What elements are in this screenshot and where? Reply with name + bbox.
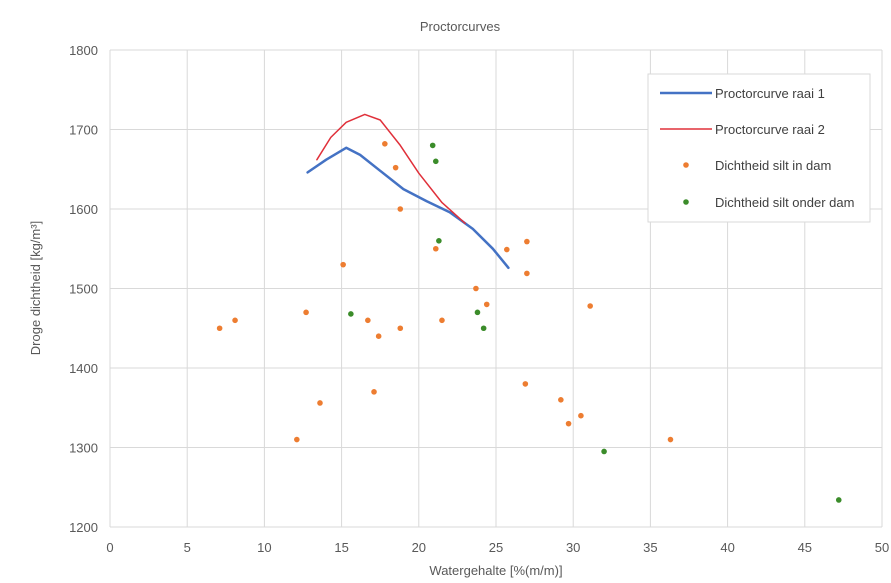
data-point-series-3 [558,397,564,403]
x-tick-label: 15 [334,540,348,555]
x-axis-title: Watergehalte [%(m/m)] [429,563,562,578]
y-tick-label: 1600 [69,202,98,217]
data-point-series-3 [522,381,529,387]
data-point-series-3 [340,261,346,268]
data-point-series-4 [429,142,436,149]
data-point-series-3 [397,325,404,332]
legend-point-marker [683,199,689,205]
data-point-series-3 [432,245,439,252]
data-point-series-3 [294,436,300,443]
legend: Proctorcurve raai 1 Proctorcurve raai 2 Di… [647,73,871,223]
data-point-series-3 [371,389,377,395]
x-tick-label: 20 [412,540,426,555]
tick-labels: 1200 1300 1400 1500 1600 1700 1800 0 5 10 15 20 25 30… [69,43,889,555]
chart-title: Proctorcurves [420,19,501,34]
data-point-series-3 [565,420,572,427]
y-tick-label: 1300 [69,441,98,456]
x-tick-label: 30 [566,540,580,555]
series-line-1 [306,146,510,270]
data-point-series-3 [524,238,530,245]
y-axis-title: Droge dichtheid [kg/m³] [28,221,43,355]
legend-label: Dichtheid silt onder dam [715,195,854,210]
legend-label: Proctorcurve raai 2 [715,122,825,137]
data-point-series-4 [474,309,481,316]
data-point-series-3 [397,206,404,212]
data-point-series-4 [436,238,442,244]
legend-box [647,73,871,223]
x-tick-label: 35 [643,540,657,555]
data-point-series-3 [317,400,323,406]
data-point-series-3 [232,317,238,324]
y-tick-label: 1500 [69,282,98,297]
data-point-series-4 [432,158,439,165]
data-point-series-4 [835,497,842,503]
legend-label: Proctorcurve raai 1 [715,86,825,101]
data-point-series-3 [524,270,530,277]
data-point-series-3 [439,317,445,324]
gridlines [109,49,883,528]
data-point-series-3 [392,164,399,171]
x-tick-label: 45 [798,540,812,555]
legend-label: Dichtheid silt in dam [715,158,831,173]
x-tick-label: 50 [875,540,889,555]
data-point-series-3 [382,141,388,147]
series-line-2 [316,113,466,225]
data-point-series-3 [504,246,510,253]
y-tick-label: 1800 [69,43,98,58]
y-tick-label: 1200 [69,520,98,535]
data-point-series-3 [216,325,223,332]
data-point-series-3 [483,301,490,308]
data-point-series-3 [303,309,309,316]
data-point-series-4 [480,325,487,332]
y-tick-label: 1400 [69,361,98,376]
data-point-series-4 [348,311,354,317]
data-point-series-3 [667,436,674,443]
data-point-series-3 [587,303,593,309]
x-tick-label: 0 [106,540,113,555]
data-point-series-3 [473,285,479,292]
x-tick-label: 10 [257,540,271,555]
y-tick-label: 1700 [69,123,98,138]
series-layer [216,113,842,503]
data-point-series-3 [365,317,371,324]
x-tick-label: 25 [489,540,503,555]
x-tick-label: 40 [720,540,734,555]
legend-point-marker [683,162,689,168]
data-point-series-4 [601,448,607,455]
x-tick-label: 5 [184,540,191,555]
data-point-series-3 [375,333,382,340]
data-point-series-3 [578,412,584,419]
